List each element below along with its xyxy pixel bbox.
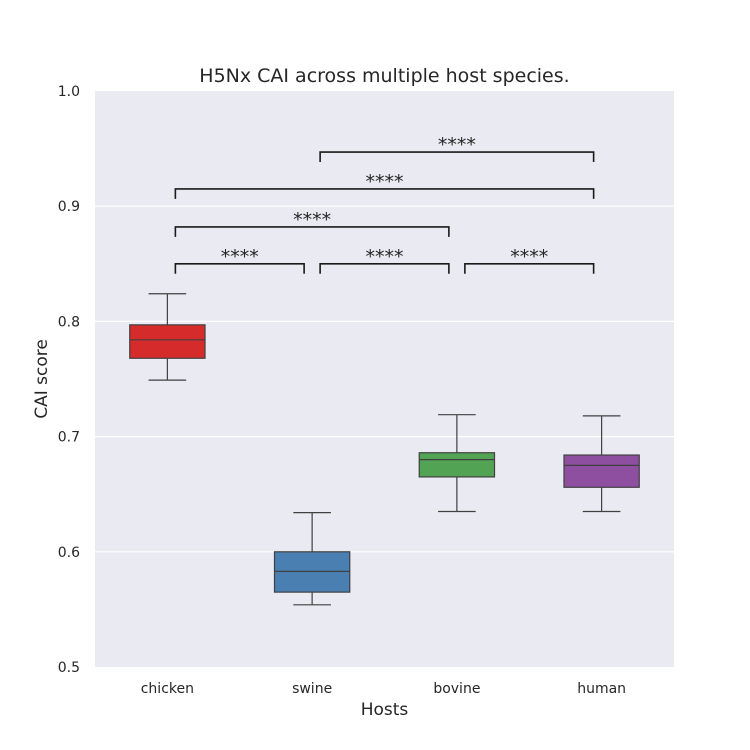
significance-bracket [174, 188, 595, 199]
significance-label: **** [510, 246, 548, 268]
x-axis-label: Hosts [361, 700, 409, 720]
x-tick-label: chicken [141, 681, 194, 697]
x-tick-label: human [577, 681, 626, 697]
significance-chicken-bovine: **** [174, 209, 450, 237]
y-tick-label: 0.5 [58, 660, 80, 676]
x-tick-labels: chicken swine bovine human [141, 681, 626, 697]
significance-bracket [319, 263, 450, 274]
plot-background [95, 91, 674, 667]
y-tick-label: 0.6 [58, 545, 80, 561]
significance-bracket [174, 226, 450, 237]
y-tick-label: 0.9 [58, 199, 80, 215]
box-bovine [418, 414, 496, 513]
significance-label: **** [221, 246, 259, 268]
y-tick-labels: 0.5 0.6 0.7 0.8 0.9 1.0 [58, 84, 80, 676]
significance-label: **** [366, 171, 404, 193]
significance-chicken-human: **** [174, 171, 595, 199]
x-tick-label: bovine [433, 681, 480, 697]
y-tick-label: 0.8 [58, 314, 80, 330]
y-tick-label: 1.0 [58, 84, 80, 100]
significance-bracket [464, 263, 595, 274]
box-swine [273, 512, 351, 606]
y-axis-label: CAI score [32, 339, 52, 419]
significance-bovine-human: **** [464, 246, 595, 274]
significance-swine-human: **** [319, 134, 595, 163]
significance-swine-bovine: **** [319, 246, 450, 274]
box-iqr [563, 454, 640, 488]
box-iqr [418, 452, 496, 478]
boxes [129, 293, 640, 606]
y-tick-label: 0.7 [58, 430, 80, 446]
chart-title: H5Nx CAI across multiple host species. [199, 65, 569, 87]
significance-label: **** [438, 134, 476, 156]
significance-bracket [174, 263, 305, 274]
significance-label: **** [293, 209, 331, 231]
box-human [563, 415, 640, 513]
grid-lines [95, 205, 674, 553]
significance-bracket [319, 151, 595, 163]
significance-label: **** [366, 246, 404, 268]
x-tick-label: swine [292, 681, 332, 697]
significance-chicken-swine: **** [174, 246, 305, 274]
box-iqr [129, 324, 206, 359]
significance-brackets: **** **** **** **** **** **** [174, 134, 595, 274]
box-chicken [129, 293, 206, 381]
